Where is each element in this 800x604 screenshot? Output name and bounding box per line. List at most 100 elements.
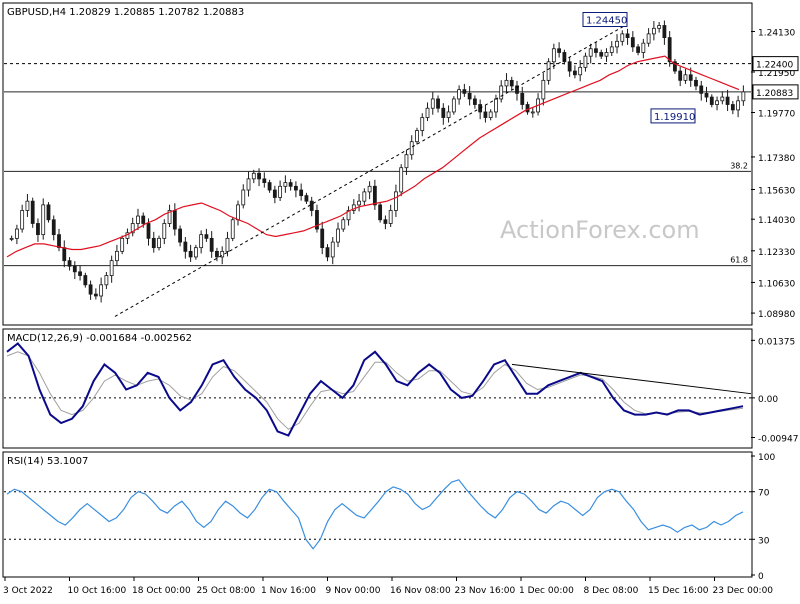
candle-body <box>93 293 98 297</box>
candle-body <box>236 204 240 221</box>
candle-body <box>120 237 125 252</box>
macd-trendline <box>511 363 752 395</box>
candle-body <box>488 111 493 118</box>
candle-body <box>78 271 82 276</box>
candle-body <box>99 284 104 297</box>
candle-body <box>188 250 193 258</box>
candle-body <box>193 247 198 258</box>
candle-body <box>499 85 504 100</box>
price-y-tick-label: 1.19770 <box>758 110 795 120</box>
candle-body <box>304 195 309 202</box>
x-tick-label: 15 Dec 16:00 <box>648 586 709 596</box>
candle-body <box>272 189 277 198</box>
macd-label: MACD(12,26,9) -0.001684 -0.002562 <box>7 333 192 344</box>
candle-body <box>83 275 88 286</box>
candle-body <box>215 250 219 258</box>
x-tick-label: 16 Nov 08:00 <box>390 586 451 596</box>
candle-body <box>441 107 446 118</box>
candle-body <box>72 265 77 273</box>
candle-body <box>730 104 735 111</box>
candle-body <box>662 25 667 38</box>
candle-body <box>225 237 230 252</box>
price-y-tick-label: 1.15630 <box>758 186 795 196</box>
candle-body <box>241 189 246 206</box>
candle-body <box>462 89 467 94</box>
candle-body <box>683 74 688 81</box>
macd-line <box>6 342 744 437</box>
moving-average-line <box>6 55 740 258</box>
candle-body <box>46 204 51 221</box>
candle-body <box>130 223 135 234</box>
candle-body <box>620 33 625 42</box>
candle-body <box>667 37 672 63</box>
candle-body <box>483 111 488 118</box>
price-y-tick-label: 1.08980 <box>758 310 795 320</box>
candle-body <box>167 210 172 224</box>
candle-body <box>404 154 409 169</box>
candle-body <box>673 61 677 72</box>
candle-body <box>162 223 167 239</box>
candle-body <box>341 219 346 230</box>
candle-body <box>567 61 572 72</box>
candle-body <box>136 215 140 224</box>
candle-body <box>20 210 25 230</box>
candle-body <box>299 189 304 196</box>
candle-body <box>546 61 551 81</box>
candle-body <box>288 182 293 187</box>
candle-body <box>57 234 61 249</box>
price-tag-box <box>752 56 799 72</box>
candle-body <box>204 234 209 239</box>
candle-body <box>172 210 177 230</box>
candle-body <box>357 200 361 206</box>
candle-body <box>36 223 40 236</box>
candle-body <box>636 46 640 53</box>
price-tag-label: 1.20883 <box>756 89 793 99</box>
rsi-label: RSI(14) 53.1007 <box>7 456 88 467</box>
candle-body <box>41 204 46 236</box>
candle-body <box>694 79 698 87</box>
candle-body <box>367 185 372 193</box>
macd-y-tick-label: 0.00 <box>758 395 778 405</box>
x-tick-label: 23 Dec 00:00 <box>713 586 774 596</box>
candle-body <box>741 91 746 102</box>
price-annotation-label: 1.24450 <box>586 16 627 27</box>
rsi-y-tick-label: 0 <box>758 572 764 582</box>
candle-body <box>678 70 683 81</box>
ohlc-header: GBPUSD,H4 1.20829 1.20885 1.20782 1.2088… <box>7 7 244 18</box>
x-tick-label: 3 Oct 2022 <box>3 586 53 596</box>
rsi-y-tick-label: 100 <box>758 453 775 463</box>
x-tick-label: 23 Nov 16:00 <box>455 586 516 596</box>
candle-body <box>146 223 151 239</box>
candle-body <box>62 247 67 262</box>
x-tick-label: 10 Oct 16:00 <box>68 586 127 596</box>
candle-body <box>25 200 30 211</box>
macd-y-tick-label: -0.00947 <box>758 435 798 445</box>
candle-body <box>525 104 530 113</box>
fib-label: 61.8 <box>730 256 748 265</box>
axis-layer: 1.24130 1.21950 1.19770 1.17380 1.15630 1.140… <box>3 28 799 596</box>
candle-body <box>573 70 577 76</box>
candle-body <box>51 219 56 236</box>
candle-body <box>583 55 588 68</box>
candle-body <box>88 284 93 295</box>
candle-body <box>451 98 456 113</box>
candle-body <box>541 79 546 100</box>
candle-body <box>551 48 556 63</box>
candle-body <box>467 92 472 100</box>
macd-layer <box>4 342 752 437</box>
price-y-tick-label: 1.24130 <box>758 28 795 38</box>
candle-body <box>230 219 235 239</box>
candle-body <box>330 241 335 258</box>
macd-panel-frame <box>2 328 753 449</box>
candle-body <box>725 96 730 105</box>
x-tick-label: 18 Oct 00:00 <box>132 586 191 596</box>
candle-body <box>14 228 19 239</box>
price-y-tick-label: 1.12330 <box>758 248 795 258</box>
watermark: ActionForex.com <box>500 216 700 244</box>
price-tag-box <box>752 84 799 100</box>
candle-body <box>257 172 261 180</box>
rsi-panel-frame <box>2 451 753 578</box>
candle-body <box>430 98 435 109</box>
